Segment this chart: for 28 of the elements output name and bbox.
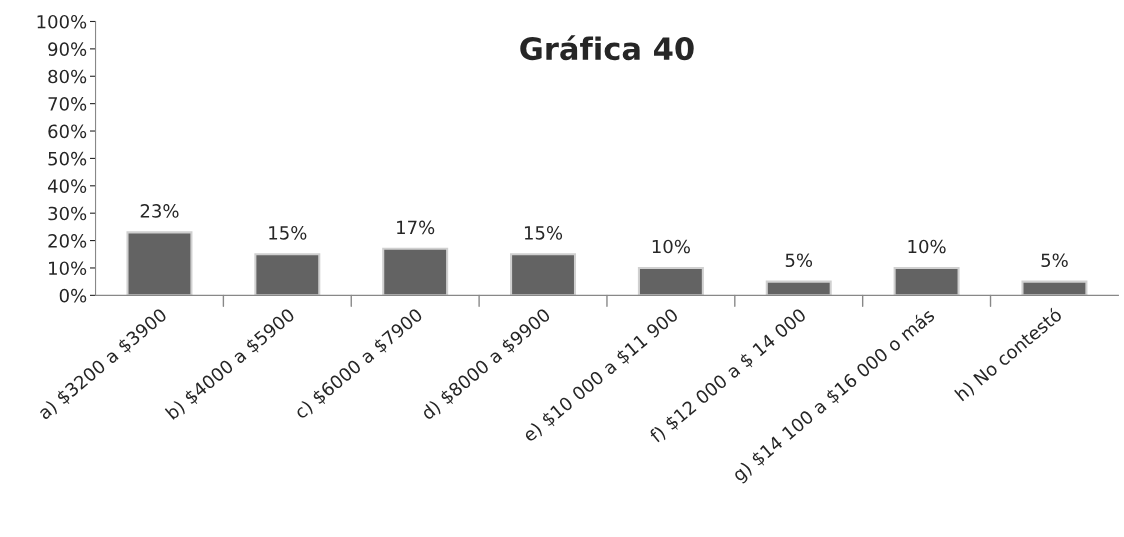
y-tick-label: 20% <box>48 234 87 248</box>
data-label: 15% <box>524 226 563 240</box>
y-tick-label: 0% <box>59 288 87 303</box>
y-tick-label: 50% <box>48 151 87 166</box>
data-label: 15% <box>269 226 307 240</box>
y-tick-label: 60% <box>48 124 87 139</box>
y-tick-label: 90% <box>48 42 87 56</box>
data-label: 5% <box>785 253 813 268</box>
bar <box>893 266 960 296</box>
y-tick-label: 100% <box>37 14 87 29</box>
bar <box>382 247 449 296</box>
y-tick-label: 70% <box>48 97 87 111</box>
bar <box>510 253 577 296</box>
bar <box>254 253 321 296</box>
y-tick-label: 30% <box>48 206 87 221</box>
bar <box>1021 280 1088 296</box>
y-tick-label: 40% <box>47 179 87 193</box>
y-tick-label: 10% <box>49 261 87 276</box>
bar <box>765 280 832 296</box>
data-label: 10% <box>652 239 690 254</box>
data-label: 5% <box>1041 253 1068 268</box>
bar <box>126 231 193 296</box>
data-label: 10% <box>908 239 946 254</box>
y-tick-label: 80% <box>48 69 87 84</box>
data-label: 23% <box>140 204 179 218</box>
data-label: 17% <box>397 220 435 235</box>
chart-title: Gráfica 40 <box>520 35 694 61</box>
bar <box>637 266 704 296</box>
